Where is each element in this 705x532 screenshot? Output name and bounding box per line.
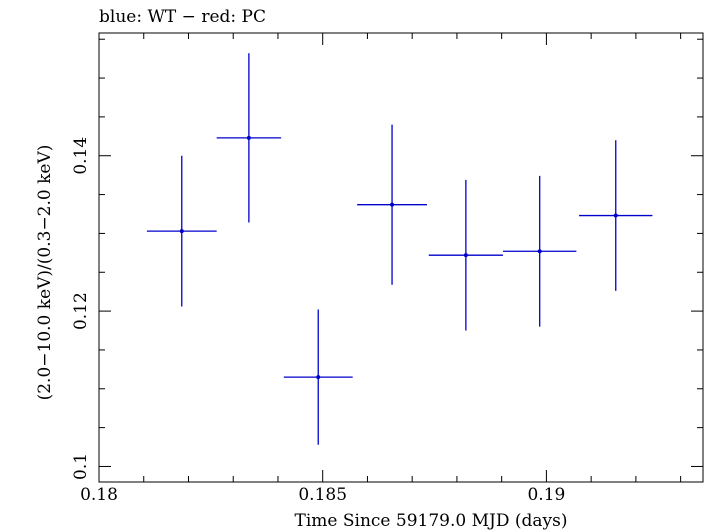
data-series: [146, 53, 653, 445]
plot-frame: [98, 32, 704, 483]
data-point: [613, 213, 618, 218]
y-tick-label: 0.14: [71, 137, 91, 175]
x-tick-label: 0.19: [527, 485, 565, 505]
data-point: [246, 135, 251, 140]
x-axis-label: Time Since 59179.0 MJD (days): [295, 511, 568, 531]
y-axis-label: (2.0−10.0 keV)/(0.3−2.0 keV): [35, 145, 55, 401]
axis-ticks: 0.18 0.185 0.19 0.1 0.12 0.14: [71, 33, 703, 505]
x-tick-label: 0.185: [298, 485, 347, 505]
data-point: [390, 202, 395, 207]
x-tick-label: 0.18: [80, 485, 118, 505]
data-point: [179, 229, 184, 234]
data-point: [463, 253, 468, 258]
chart-title: blue: WT − red: PC: [99, 7, 266, 27]
data-point: [537, 249, 542, 254]
data-point: [316, 375, 321, 380]
y-tick-label: 0.1: [71, 453, 91, 480]
y-tick-label: 0.12: [71, 292, 91, 330]
